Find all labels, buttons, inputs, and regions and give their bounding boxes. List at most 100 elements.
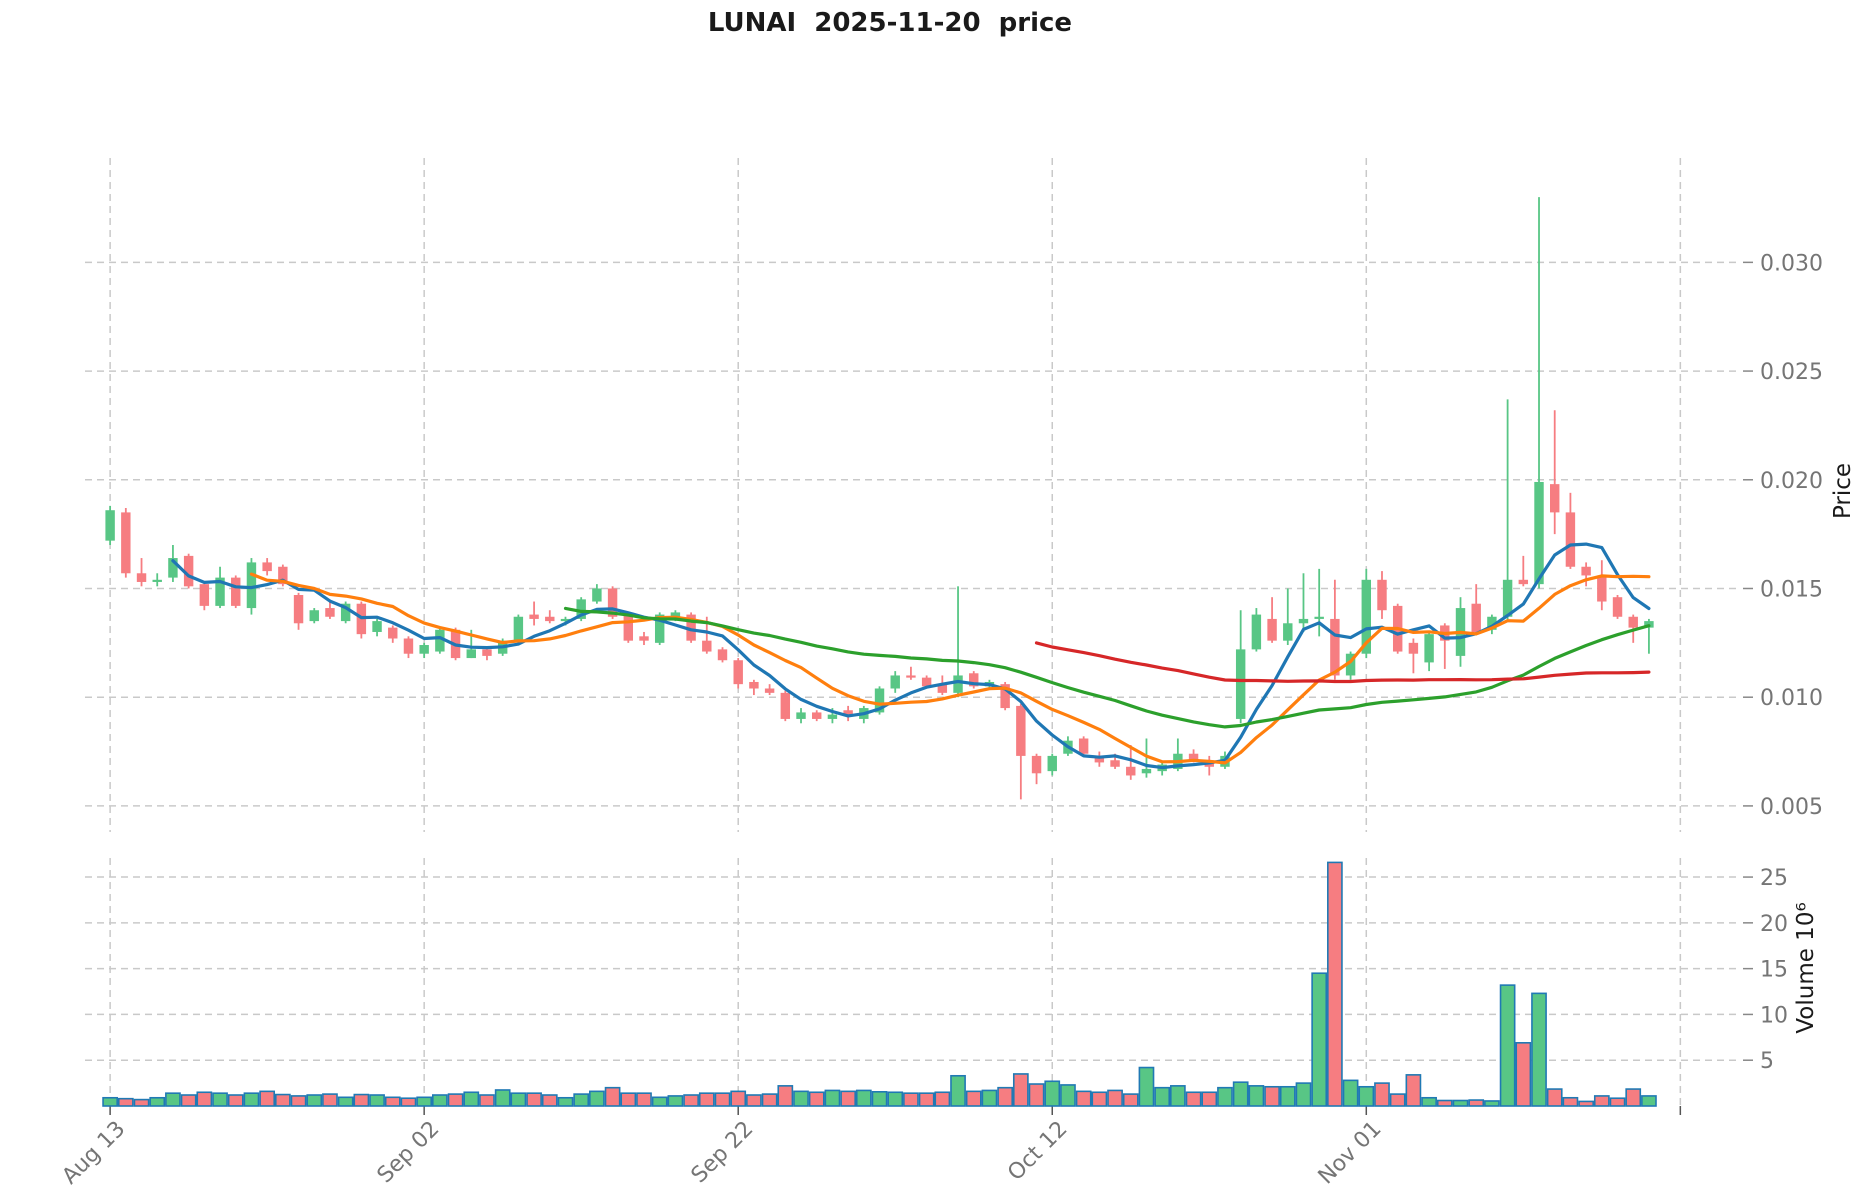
candle-body [183, 555, 194, 587]
candle-body [152, 579, 162, 582]
volume-bar [1028, 1083, 1045, 1107]
candle-body [1361, 579, 1372, 654]
candle-body [812, 712, 822, 719]
candle-body [1031, 755, 1042, 774]
candle-body [121, 512, 131, 574]
candle-body [592, 588, 602, 602]
price-tick-label: 0.030 [1760, 251, 1823, 276]
volume-bar [541, 1094, 558, 1107]
candle-body [168, 558, 178, 578]
volume-bar [950, 1074, 966, 1107]
volume-bar [1342, 1079, 1359, 1107]
volume-bar [557, 1096, 574, 1107]
volume-bar [1389, 1093, 1406, 1107]
volume-bar [463, 1091, 480, 1107]
candle-body [1565, 512, 1576, 567]
candle-body [105, 510, 115, 541]
volume-bar [981, 1089, 998, 1107]
volume-bar [1515, 1042, 1532, 1107]
candle-body [1345, 653, 1356, 676]
volume-bar [855, 1089, 872, 1107]
volume-bar [714, 1092, 731, 1107]
ma-line-ma5 [171, 542, 1651, 770]
volume-bar [808, 1091, 825, 1107]
volume-bar [526, 1092, 542, 1107]
volume-bar [1217, 1086, 1233, 1107]
volume-tick-label: 10 [1760, 1003, 1788, 1028]
volume-bar [777, 1085, 794, 1107]
candle-body [717, 649, 728, 661]
volume-bar [1169, 1085, 1186, 1107]
volume-bars [102, 861, 1657, 1107]
price-tick-label: 0.005 [1760, 795, 1823, 820]
candle-body [1628, 616, 1638, 628]
candle-body [136, 573, 147, 582]
candle-body [1078, 738, 1089, 754]
candle-body [576, 599, 586, 619]
candle-body [1188, 753, 1199, 761]
volume-bar [683, 1094, 699, 1107]
candle-body [372, 621, 382, 632]
volume-bar [1609, 1097, 1626, 1107]
volume-bar [604, 1086, 621, 1107]
volume-bar [149, 1096, 166, 1107]
candle-body [969, 673, 979, 687]
candle-body [1126, 766, 1136, 776]
candle-body [1502, 579, 1513, 617]
candle-body [607, 588, 618, 617]
candle-body [733, 660, 743, 685]
volume-bar [165, 1092, 181, 1107]
volume-bar [1374, 1082, 1390, 1107]
candle-body [293, 595, 304, 624]
candle-body [340, 603, 351, 622]
volume-bar [1138, 1066, 1155, 1107]
candle-body [1597, 575, 1607, 602]
volume-bar [1405, 1074, 1422, 1107]
volume-bar [1327, 861, 1343, 1107]
volume-bar [180, 1094, 197, 1107]
candle-body [874, 688, 885, 713]
candle-body [1314, 616, 1324, 619]
volume-bar [1421, 1096, 1437, 1107]
candle-body [231, 577, 241, 606]
candle-body [1283, 623, 1293, 641]
candle-body [419, 645, 429, 654]
volume-bar [510, 1092, 527, 1107]
volume-bar [793, 1090, 809, 1107]
candle-body [262, 562, 272, 572]
volume-bar [730, 1090, 747, 1107]
volume-bar [840, 1090, 856, 1107]
price-tick-label: 0.020 [1760, 469, 1823, 494]
candle-body [529, 614, 539, 619]
volume-bar [117, 1097, 134, 1107]
candle-body [435, 629, 445, 652]
price-tick-label: 0.025 [1760, 360, 1823, 385]
volume-bar [306, 1094, 323, 1107]
volume-bar [1625, 1088, 1642, 1107]
volume-bar [494, 1089, 511, 1107]
volume-bar [620, 1092, 637, 1107]
volume-bar [416, 1096, 433, 1107]
candle-body [1110, 760, 1120, 767]
candle-body [623, 614, 634, 641]
candle-body [466, 649, 476, 659]
volume-bar [1248, 1085, 1265, 1107]
candle-body [403, 638, 414, 654]
volume-bar [133, 1098, 150, 1107]
candle-body [1581, 566, 1591, 576]
volume-bar [1201, 1091, 1218, 1107]
candle-body [890, 675, 900, 689]
candle-body [639, 636, 649, 641]
axis-ticks-and-labels: 0.005 0.010 0.015 0.020 0.025 0.030 5 10 15 20 25 A… [58, 251, 1823, 1189]
volume-bar [698, 1092, 715, 1107]
volume-bar [1154, 1086, 1171, 1107]
volume-bar [1279, 1085, 1296, 1107]
candle-body [1330, 618, 1340, 676]
candle-body [843, 710, 853, 715]
ma-line-ma10 [249, 572, 1651, 765]
volume-bar [1468, 1099, 1485, 1107]
volume-bar [1593, 1095, 1610, 1107]
candle-body [246, 562, 257, 609]
volume-bar [322, 1093, 338, 1107]
volume-bar [887, 1091, 904, 1107]
